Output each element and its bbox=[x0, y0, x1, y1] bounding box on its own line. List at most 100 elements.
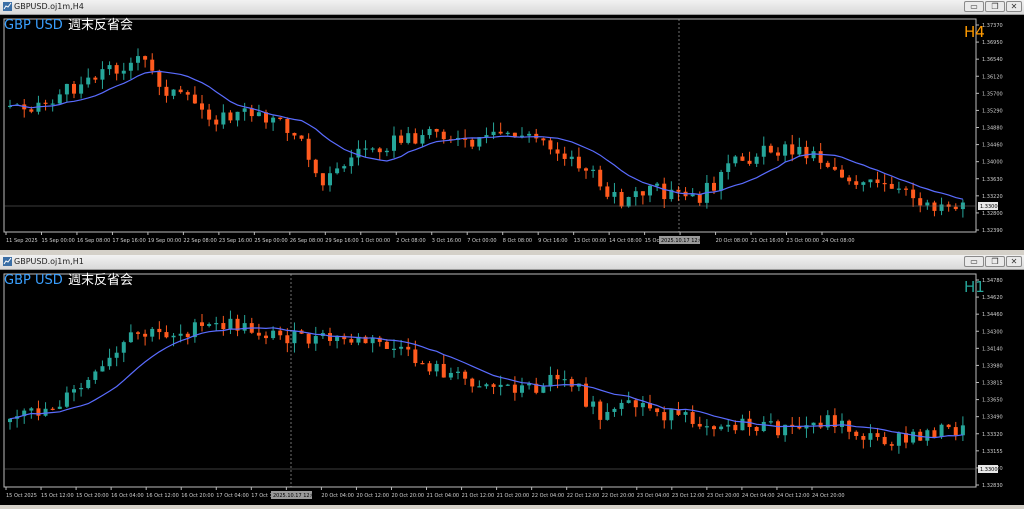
minimize-icon: ▭ bbox=[970, 2, 978, 11]
candle-body bbox=[605, 186, 610, 197]
time-axis-label: 19 Sep 00:00 bbox=[148, 238, 181, 244]
candle-body bbox=[342, 166, 347, 169]
close-button[interactable]: ✕ bbox=[1006, 1, 1022, 12]
candle-body bbox=[278, 330, 283, 336]
candle-body bbox=[761, 421, 766, 431]
candle-body bbox=[399, 346, 404, 349]
candle-body bbox=[633, 191, 638, 198]
candle-body bbox=[392, 348, 396, 350]
candle-body bbox=[50, 408, 55, 410]
time-axis-label: 22 Oct 20:00 bbox=[602, 493, 635, 499]
candle-body bbox=[768, 145, 773, 153]
candle-body bbox=[235, 111, 240, 121]
time-axis-label: 13 Oct 00:00 bbox=[574, 238, 607, 244]
candle-body bbox=[676, 409, 681, 415]
time-axis-label: 16 Oct 20:00 bbox=[181, 493, 214, 499]
candle-body bbox=[648, 403, 652, 409]
candle-body bbox=[719, 426, 724, 430]
candle-body bbox=[221, 112, 226, 125]
candle-body bbox=[932, 202, 937, 211]
candle-body bbox=[676, 189, 681, 192]
candle-body bbox=[228, 318, 233, 330]
candle-body bbox=[505, 132, 510, 134]
candle-body bbox=[121, 342, 126, 353]
candle-body bbox=[904, 433, 908, 443]
candle-body bbox=[605, 411, 610, 420]
chart-window-icon bbox=[3, 257, 12, 266]
candle-body bbox=[100, 69, 105, 80]
timeframe-label: H1 bbox=[964, 278, 985, 296]
time-axis-label: 22 Sep 08:00 bbox=[183, 238, 216, 244]
window-title: GBPUSD.oj1m,H1 bbox=[14, 257, 84, 266]
price-axis-label: 1.33490 bbox=[982, 415, 1003, 421]
candle-body bbox=[292, 330, 297, 344]
candle-body bbox=[527, 133, 532, 136]
candle-body bbox=[370, 148, 375, 150]
chart-window-h1[interactable]: GBPUSD.oj1m,H1 ▭ ❐ ✕ 1.34780 1.34620 1.344… bbox=[0, 255, 1024, 505]
candle-body bbox=[704, 426, 709, 428]
overlay-title: 週末反省会 bbox=[68, 273, 133, 288]
candle-body bbox=[626, 197, 631, 207]
candle-body bbox=[512, 384, 517, 393]
time-axis-label: 24 Oct 20:00 bbox=[812, 493, 845, 499]
candle-body bbox=[136, 332, 140, 334]
candle-body bbox=[854, 431, 859, 437]
minimize-button[interactable]: ▭ bbox=[964, 256, 984, 267]
candle-body bbox=[925, 202, 930, 206]
time-axis-label: 2 Oct 08:00 bbox=[396, 238, 425, 244]
time-axis-label: 7 Oct 00:00 bbox=[467, 238, 496, 244]
price-chart-h1[interactable]: 1.34780 1.34620 1.34460 1.34300 1.34140 1.339… bbox=[0, 270, 1024, 505]
current-price-label: 1.33006 bbox=[980, 467, 1001, 473]
chart-canvas-h1[interactable]: 1.34780 1.34620 1.34460 1.34300 1.34140 1.339… bbox=[0, 270, 1024, 505]
plot-area[interactable] bbox=[3, 273, 977, 488]
chart-window-h4[interactable]: GBPUSD.oj1m,H4 ▭ ❐ ✕ 1.37370 1.36950 1.365… bbox=[0, 0, 1024, 250]
candle-body bbox=[342, 335, 347, 340]
candle-body bbox=[306, 138, 311, 160]
time-axis-label: 20 Oct 20:00 bbox=[391, 493, 424, 499]
chart-canvas-h4[interactable]: 1.37370 1.36950 1.36540 1.36120 1.35700 1.352… bbox=[0, 15, 1024, 250]
candle-body bbox=[242, 108, 247, 112]
candle-body bbox=[143, 56, 148, 60]
candle-body bbox=[939, 204, 944, 211]
candle-body bbox=[512, 132, 517, 138]
current-price-tag bbox=[978, 202, 998, 210]
candle-body bbox=[8, 105, 12, 108]
restore-button[interactable]: ❐ bbox=[985, 1, 1005, 12]
candle-body bbox=[271, 330, 276, 339]
candle-body bbox=[335, 168, 340, 174]
time-axis-label: 11 Sep 2025 bbox=[6, 238, 38, 244]
candle-body bbox=[477, 137, 482, 147]
time-axis-label: 21 Oct 20:00 bbox=[497, 493, 530, 499]
candle-body bbox=[463, 371, 468, 379]
candle-body bbox=[648, 185, 652, 196]
time-axis-label: 23 Oct 04:00 bbox=[637, 493, 670, 499]
candle-body bbox=[491, 131, 496, 136]
candle-body bbox=[29, 408, 34, 411]
candle-body bbox=[128, 332, 133, 343]
window-title: GBPUSD.oj1m,H4 bbox=[14, 2, 84, 11]
restore-button[interactable]: ❐ bbox=[985, 256, 1005, 267]
minimize-button[interactable]: ▭ bbox=[964, 1, 984, 12]
candle-body bbox=[904, 188, 908, 190]
candle-body bbox=[399, 135, 404, 143]
candle-body bbox=[662, 412, 667, 421]
close-button[interactable]: ✕ bbox=[1006, 256, 1022, 267]
time-axis-label: 8 Oct 08:00 bbox=[503, 238, 532, 244]
titlebar-h4[interactable]: GBPUSD.oj1m,H4 ▭ ❐ ✕ bbox=[0, 0, 1024, 15]
current-price-label: 1.33006 bbox=[980, 204, 1001, 210]
price-chart-h4[interactable]: 1.37370 1.36950 1.36540 1.36120 1.35700 1.352… bbox=[0, 15, 1024, 250]
candle-body bbox=[157, 70, 162, 87]
candle-body bbox=[50, 103, 55, 105]
candle-body bbox=[747, 160, 752, 164]
time-axis-label: 23 Oct 12:00 bbox=[672, 493, 705, 499]
time-axis-label: 25 Sep 00:00 bbox=[254, 238, 287, 244]
candle-body bbox=[420, 135, 425, 144]
candle-body bbox=[797, 426, 802, 429]
candle-body bbox=[93, 77, 98, 80]
candle-body bbox=[285, 335, 290, 344]
candle-body bbox=[896, 188, 901, 190]
titlebar-h1[interactable]: GBPUSD.oj1m,H1 ▭ ❐ ✕ bbox=[0, 255, 1024, 270]
plot-area[interactable] bbox=[3, 18, 977, 233]
candle-body bbox=[285, 119, 290, 133]
candle-body bbox=[832, 166, 837, 170]
